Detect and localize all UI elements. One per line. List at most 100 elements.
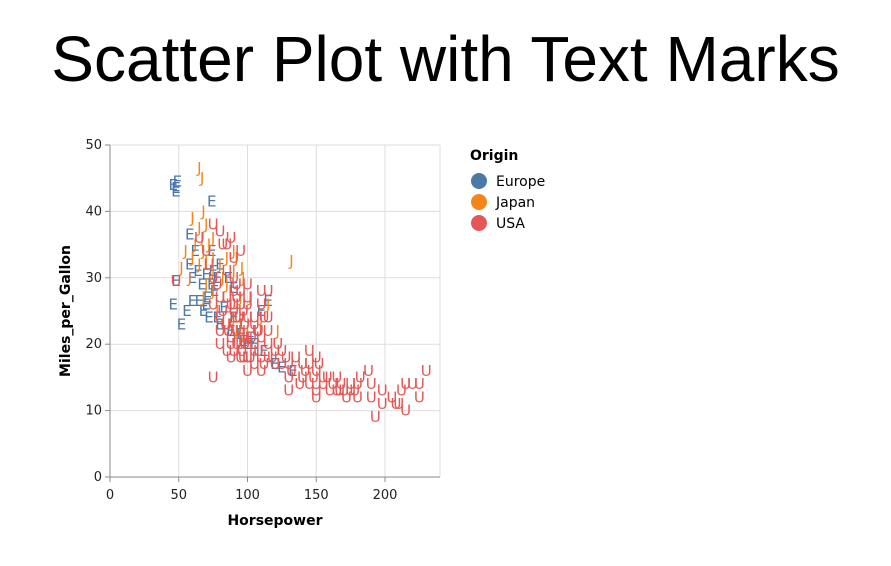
data-point-europe: E (207, 242, 216, 260)
data-point-europe: E (236, 325, 245, 343)
y-tick-label: 30 (85, 271, 102, 286)
data-point-usa: U (281, 348, 292, 366)
data-point-europe: E (204, 309, 213, 327)
data-point-japan: J (203, 252, 208, 270)
data-point-usa: U (194, 229, 205, 247)
data-point-usa: U (270, 342, 281, 360)
y-tick-label: 50 (85, 138, 102, 153)
data-point-usa: U (242, 275, 253, 293)
data-point-usa: U (235, 282, 246, 300)
data-point-europe: E (191, 242, 200, 260)
data-point-usa: U (267, 348, 278, 366)
data-point-usa: U (253, 342, 264, 360)
data-point-usa: U (256, 362, 267, 380)
data-point-japan: J (200, 289, 205, 307)
data-point-usa: U (256, 282, 267, 300)
data-point-usa: U (228, 249, 239, 267)
data-point-usa: U (226, 295, 237, 313)
data-point-usa: U (290, 348, 301, 366)
data-point-usa: U (201, 242, 212, 260)
data-point-europe: E (270, 355, 279, 373)
data-point-japan: J (210, 282, 215, 300)
data-point-usa: U (245, 348, 256, 366)
data-point-usa: U (304, 342, 315, 360)
data-point-europe: E (202, 295, 211, 313)
data-point-usa: U (311, 362, 322, 380)
data-point-usa: U (242, 309, 253, 327)
data-point-europe: E (173, 173, 182, 191)
data-point-europe: E (188, 292, 197, 310)
x-tick-label: 150 (304, 488, 329, 503)
data-point-usa: U (314, 355, 325, 373)
data-point-usa: U (304, 375, 315, 393)
data-point-japan: J (288, 252, 293, 270)
data-point-usa: U (407, 375, 418, 393)
data-point-europe: E (219, 299, 228, 317)
data-point-usa: U (239, 315, 250, 333)
data-point-japan: J (178, 259, 183, 277)
data-point-usa: U (228, 342, 239, 360)
data-point-japan: J (239, 259, 244, 277)
data-point-japan: J (199, 229, 204, 247)
data-point-japan: J (224, 275, 229, 293)
data-point-usa: U (325, 382, 336, 400)
data-point-usa: U (256, 295, 267, 313)
data-point-usa: U (221, 289, 232, 307)
data-point-usa: U (283, 355, 294, 373)
data-point-europe: E (171, 179, 180, 197)
data-point-usa: U (263, 335, 274, 353)
data-point-europe: E (277, 358, 286, 376)
data-point-japan: J (224, 249, 229, 267)
data-point-japan: J (231, 309, 236, 327)
legend-label-usa: USA (496, 216, 525, 232)
y-tick-label: 10 (85, 404, 102, 419)
data-point-usa: U (208, 216, 219, 234)
data-point-japan: J (200, 202, 205, 220)
data-point-usa: U (263, 282, 274, 300)
data-point-usa: U (217, 302, 228, 320)
data-point-usa: U (414, 375, 425, 393)
data-point-usa: U (270, 355, 281, 373)
data-point-usa: U (238, 348, 249, 366)
data-point-usa: U (294, 375, 305, 393)
data-point-europe: E (213, 269, 222, 287)
data-point-usa: U (235, 295, 246, 313)
data-point-usa: U (311, 375, 322, 393)
data-point-europe: E (257, 302, 266, 320)
data-point-japan: J (231, 242, 236, 260)
data-point-usa: U (352, 388, 363, 406)
data-point-japan: J (203, 216, 208, 234)
data-point-japan: J (275, 322, 280, 340)
data-point-usa: U (253, 322, 264, 340)
data-point-usa: U (311, 348, 322, 366)
data-point-usa: U (352, 375, 363, 393)
data-point-usa: U (297, 355, 308, 373)
data-point-europe: E (213, 309, 222, 327)
data-point-usa: U (283, 382, 294, 400)
data-point-japan: J (228, 295, 233, 313)
data-point-japan: J (244, 322, 249, 340)
data-point-usa: U (239, 335, 250, 353)
data-point-japan: J (203, 275, 208, 293)
data-point-usa: U (249, 335, 260, 353)
data-point-europe: E (207, 275, 216, 293)
data-point-usa: U (318, 375, 329, 393)
data-point-usa: U (259, 309, 270, 327)
legend-swatch-usa (471, 215, 487, 231)
data-point-europe: E (243, 335, 252, 353)
data-point-japan: J (240, 269, 245, 287)
data-point-usa: U (249, 355, 260, 373)
data-point-usa: U (208, 295, 219, 313)
data-point-usa: U (226, 329, 237, 347)
data-point-japan: J (210, 262, 215, 280)
data-point-japan: J (237, 289, 242, 307)
data-point-usa: U (272, 335, 283, 353)
legend-label-europe: Europe (496, 174, 545, 190)
data-point-usa: U (204, 256, 215, 274)
data-point-usa: U (297, 368, 308, 386)
data-point-europe: E (239, 332, 248, 350)
data-point-europe: E (193, 262, 202, 280)
data-point-europe: E (208, 262, 217, 280)
